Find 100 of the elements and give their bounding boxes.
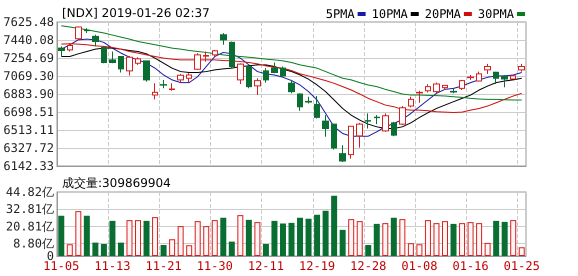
y-tick-label: 7625.48 [3,15,54,29]
candlestick [177,73,184,84]
x-tick-label: 01-08 [401,259,438,273]
candlestick [305,96,312,104]
x-tick-label: 11-21 [146,259,182,273]
bar [390,218,397,256]
bar [510,220,516,256]
bar [237,215,244,256]
bar [160,245,167,256]
candlestick [425,84,431,93]
y-tick-label: 32.81亿 [6,202,54,216]
bar [212,220,218,256]
bar [220,218,226,256]
candlestick [510,74,516,80]
candlestick [459,79,465,91]
candlestick [109,50,116,64]
bar [254,222,260,256]
candlestick [58,46,65,58]
bar [459,223,466,256]
candlestick [331,124,337,150]
bar [408,243,414,256]
x-tick-label: 12-19 [299,259,336,273]
bar [203,226,210,256]
candlestick [356,122,363,148]
candlestick [348,126,354,160]
candlestick [186,72,192,84]
y-tick-label: 6513.11 [3,123,54,137]
candlestick [169,82,175,92]
candlestick [220,32,227,46]
bar [100,244,107,256]
candlestick [433,82,440,94]
candlestick [101,46,107,64]
bar [518,247,525,256]
candlestick [408,96,414,108]
line-series [60,25,522,101]
bar [493,220,500,256]
bar [382,223,388,256]
y-tick-label: 7069.30 [3,69,54,83]
x-tick-label: 11-30 [196,259,233,273]
x-tick-label: 11-13 [94,259,130,273]
candlestick [518,63,525,72]
bar [297,218,304,256]
candlestick [501,74,508,88]
candlestick [67,42,73,52]
y-tick-label: 6327.72 [3,141,54,155]
bar [246,220,252,256]
candlestick [450,88,457,94]
candlestick [118,56,124,74]
bar [109,220,116,256]
candlestick [237,62,244,84]
bar [502,222,508,256]
bar [118,242,124,256]
y-tick-label: 6142.33 [3,159,54,173]
bar [468,222,474,256]
bar [262,244,269,256]
bar [322,210,329,256]
bar [314,214,320,256]
candlestick [254,78,261,96]
chart-title: 成交量:309869904 [62,176,171,190]
candlestick [339,144,346,162]
y-tick-label: 6883.90 [3,87,54,101]
candlestick [246,64,252,89]
candlestick [391,121,397,137]
y-tick-label: 7440.08 [3,33,54,47]
candlestick [484,63,491,74]
bar [194,221,201,256]
candlestick [229,40,235,69]
candlestick [365,112,371,129]
line-series [60,43,522,113]
bar [484,242,491,256]
candlestick [288,79,295,94]
x-tick-label: 01-25 [504,259,540,273]
bar [442,221,448,256]
bar [416,244,422,256]
bar [280,223,286,256]
bar [92,242,98,256]
candlestick [143,60,150,82]
candlestick [84,28,90,34]
candlestick [92,34,99,47]
candlestick [416,90,423,104]
candlestick [314,96,320,119]
candlestick [75,26,82,41]
candlestick [263,68,269,84]
bar [365,245,372,256]
bar [135,220,142,256]
x-tick-label: 11-05 [43,259,80,273]
bar [84,216,90,256]
candlestick [203,50,209,62]
bar [306,218,312,256]
candlestick [442,84,448,91]
bar [144,220,150,256]
bar [75,211,82,256]
candlestick [493,71,499,84]
bar [58,216,64,256]
candlestick [399,106,406,126]
y-tick-label: 44.82亿 [6,185,54,199]
candlestick [476,71,482,82]
candlestick [322,114,329,138]
candlestick [467,74,474,80]
bar [331,196,338,256]
